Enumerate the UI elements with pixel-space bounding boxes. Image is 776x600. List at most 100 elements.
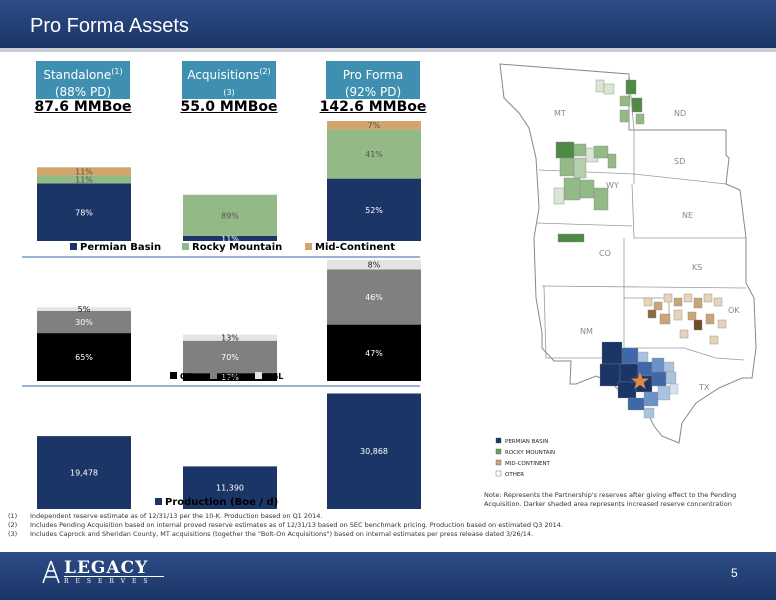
total-acquisitions: 55.0 MMBoe <box>180 99 278 115</box>
bar-mid-continent-2 <box>327 121 421 130</box>
permian-basin-counties <box>599 341 679 419</box>
bar-label: 65% <box>75 353 93 362</box>
map-legend-midcon: MID-CONTINENT <box>505 461 551 467</box>
company-logo: LEGACY RESERVES <box>40 558 166 586</box>
bar-label: 52% <box>365 206 383 215</box>
bar-permian-basin-1 <box>183 235 277 241</box>
state-border <box>543 285 624 359</box>
bar-label: 7% <box>368 121 381 130</box>
page-number: 5 <box>731 566 738 580</box>
state-label-wy: WY <box>606 181 619 190</box>
map-legend-rocky: ROCKY MOUNTAIN <box>505 450 555 456</box>
legend-label: Permian Basin <box>80 242 161 253</box>
bar-label: 70% <box>221 353 239 362</box>
bar-label: 5% <box>78 305 91 314</box>
bar-label: 46% <box>365 293 383 302</box>
bar-label: 8% <box>368 261 381 270</box>
bar-label: 89% <box>221 211 239 220</box>
mid-continent-counties <box>643 293 727 345</box>
bar-gas-2 <box>327 269 421 325</box>
legend-swatch <box>155 498 162 505</box>
reserves-by-basin-chart: 78%11%11%11%89%52%41%7%Permian Basin Rock… <box>37 121 421 253</box>
map-legend: PERMIAN BASIN ROCKY MOUNTAIN MID-CONTINE… <box>495 437 555 478</box>
legend-swatch <box>70 243 77 250</box>
bar-label: 17% <box>221 373 239 382</box>
slide-title: Pro Forma Assets <box>30 15 189 37</box>
bar-label: 30,868 <box>360 447 388 456</box>
reserves-by-commodity-chart: 65% 30% 5% 17% 70% 13% 47% 46% 8% Oil Gas NGL <box>37 259 421 382</box>
state-label-co: CO <box>599 249 611 258</box>
bar-label: 19,478 <box>70 469 98 478</box>
slide-header: Pro Forma Assets <box>0 0 776 52</box>
state-label-tx: TX <box>698 383 710 392</box>
derrick-icon <box>42 560 60 584</box>
bar-label: 11,390 <box>216 484 244 493</box>
bar-label: 11% <box>75 167 93 176</box>
bar-label: 11% <box>221 234 239 243</box>
bar-label: 47% <box>365 349 383 358</box>
legend-swatch <box>182 243 189 250</box>
bar-rocky-mountain-1 <box>183 194 277 236</box>
footnote: (3) Includes Caprock and Sheridan County,… <box>8 530 534 538</box>
bar-production-boe-d--1 <box>183 466 277 509</box>
bar-ngl-2 <box>327 259 421 270</box>
legend-label: NGL <box>265 372 283 381</box>
state-label-sd: SD <box>674 157 685 166</box>
bar-label: 30% <box>75 318 93 327</box>
bar-gas-1 <box>183 340 277 374</box>
map-legend-permian: PERMIAN BASIN <box>505 439 548 445</box>
state-label-ks: KS <box>692 263 702 272</box>
rocky-mountain-counties <box>553 79 645 243</box>
total-pro-forma: 142.6 MMBoe <box>319 99 427 115</box>
state-label-ne: NE <box>682 211 693 220</box>
bar-label: 78% <box>75 208 93 217</box>
bar-ngl-0 <box>37 307 131 311</box>
state-label-nm: NM <box>580 327 593 336</box>
footnotes: (1) Independent reserve estimate as of 12… <box>8 512 748 539</box>
legend-swatch-midcon <box>495 459 502 466</box>
legend-label: Production (Boe / d) <box>165 497 278 508</box>
bar-ngl-1 <box>183 334 277 341</box>
bar-production-boe-d--0 <box>37 436 131 509</box>
bar-oil-2 <box>327 324 421 381</box>
legend-swatch <box>255 372 262 379</box>
bar-oil-1 <box>183 373 277 381</box>
bar-label: 11% <box>75 175 93 184</box>
bar-oil-0 <box>37 333 131 381</box>
production-chart: 19,478 11,390 30,868 Production (Boe / d) <box>37 393 421 509</box>
bar-production-boe-d--2 <box>327 393 421 509</box>
legend-label: Oil <box>180 372 193 381</box>
legend-swatch-other <box>495 470 502 477</box>
state-label-ok: OK <box>728 306 740 315</box>
bar-rocky-mountain-0 <box>37 175 131 184</box>
state-border <box>535 222 633 227</box>
asset-map: MT ND SD WY NE CO KS OK NM TX <box>495 63 757 478</box>
bar-rocky-mountain-2 <box>327 129 421 179</box>
column-header-acquisitions: Acquisitions(2)(3) (99% PD) <box>182 61 276 120</box>
state-border <box>623 286 745 361</box>
bar-label: 13% <box>221 334 239 343</box>
legend-swatch <box>210 372 217 379</box>
bar-mid-continent-0 <box>37 167 131 176</box>
map-note: Note: Represents the Partnership's reser… <box>484 491 737 508</box>
legend-swatch-rocky <box>495 448 502 455</box>
state-label-mt: MT <box>554 109 566 118</box>
bar-permian-basin-2 <box>327 178 421 241</box>
legend-swatch-permian <box>495 437 502 444</box>
footnote: (1) Independent reserve estimate as of 12… <box>8 512 323 520</box>
bar-label: 41% <box>365 150 383 159</box>
legend-swatch <box>305 243 312 250</box>
state-label-nd: ND <box>674 109 686 118</box>
legend-swatch <box>170 372 177 379</box>
legend-label: Gas <box>220 372 237 381</box>
bar-permian-basin-0 <box>37 183 131 241</box>
state-border <box>541 285 747 289</box>
bar-gas-0 <box>37 310 131 334</box>
legend-label: Rocky Mountain <box>192 242 282 253</box>
column-header-standalone: Standalone(1) (88% PD) <box>36 61 130 99</box>
legend-label: Mid-Continent <box>315 242 395 253</box>
star-icon <box>631 372 649 389</box>
map-legend-other: OTHER <box>505 472 524 478</box>
footnote: (2) Includes Pending Acquisition based on… <box>8 521 563 529</box>
column-header-pro-forma: Pro Forma (92% PD) <box>326 61 420 99</box>
